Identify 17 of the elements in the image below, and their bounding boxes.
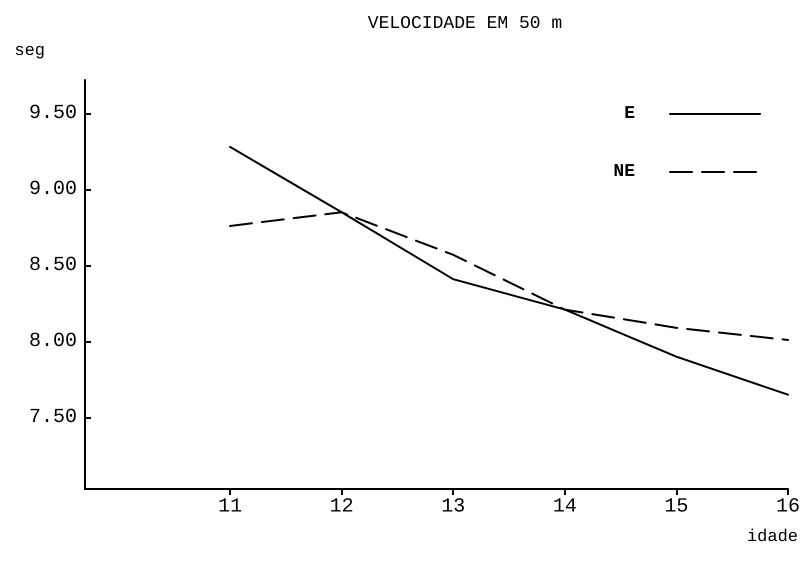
y-axis-title: seg xyxy=(14,42,45,61)
x-tick-label: 15 xyxy=(664,496,688,518)
y-tick-label: 9.00 xyxy=(28,178,77,201)
legend-label: NE xyxy=(613,162,636,182)
y-tick-label: 8.00 xyxy=(28,330,77,354)
line-series xyxy=(229,146,789,396)
chart-title: VELOCIDADE EM 50 m xyxy=(368,14,562,34)
x-axis-title: idade xyxy=(746,528,798,547)
x-tick-label: 12 xyxy=(330,496,354,518)
y-tick-label: 7.50 xyxy=(28,406,77,430)
legend-label: E xyxy=(624,104,636,124)
x-tick-label: 13 xyxy=(441,496,466,518)
y-tick-label: 9.50 xyxy=(28,102,77,125)
x-tick-label: 14 xyxy=(552,496,577,518)
x-tick-label: 11 xyxy=(218,496,242,518)
y-tick-label: 8.50 xyxy=(28,254,77,277)
x-tick-label: 16 xyxy=(776,496,800,518)
